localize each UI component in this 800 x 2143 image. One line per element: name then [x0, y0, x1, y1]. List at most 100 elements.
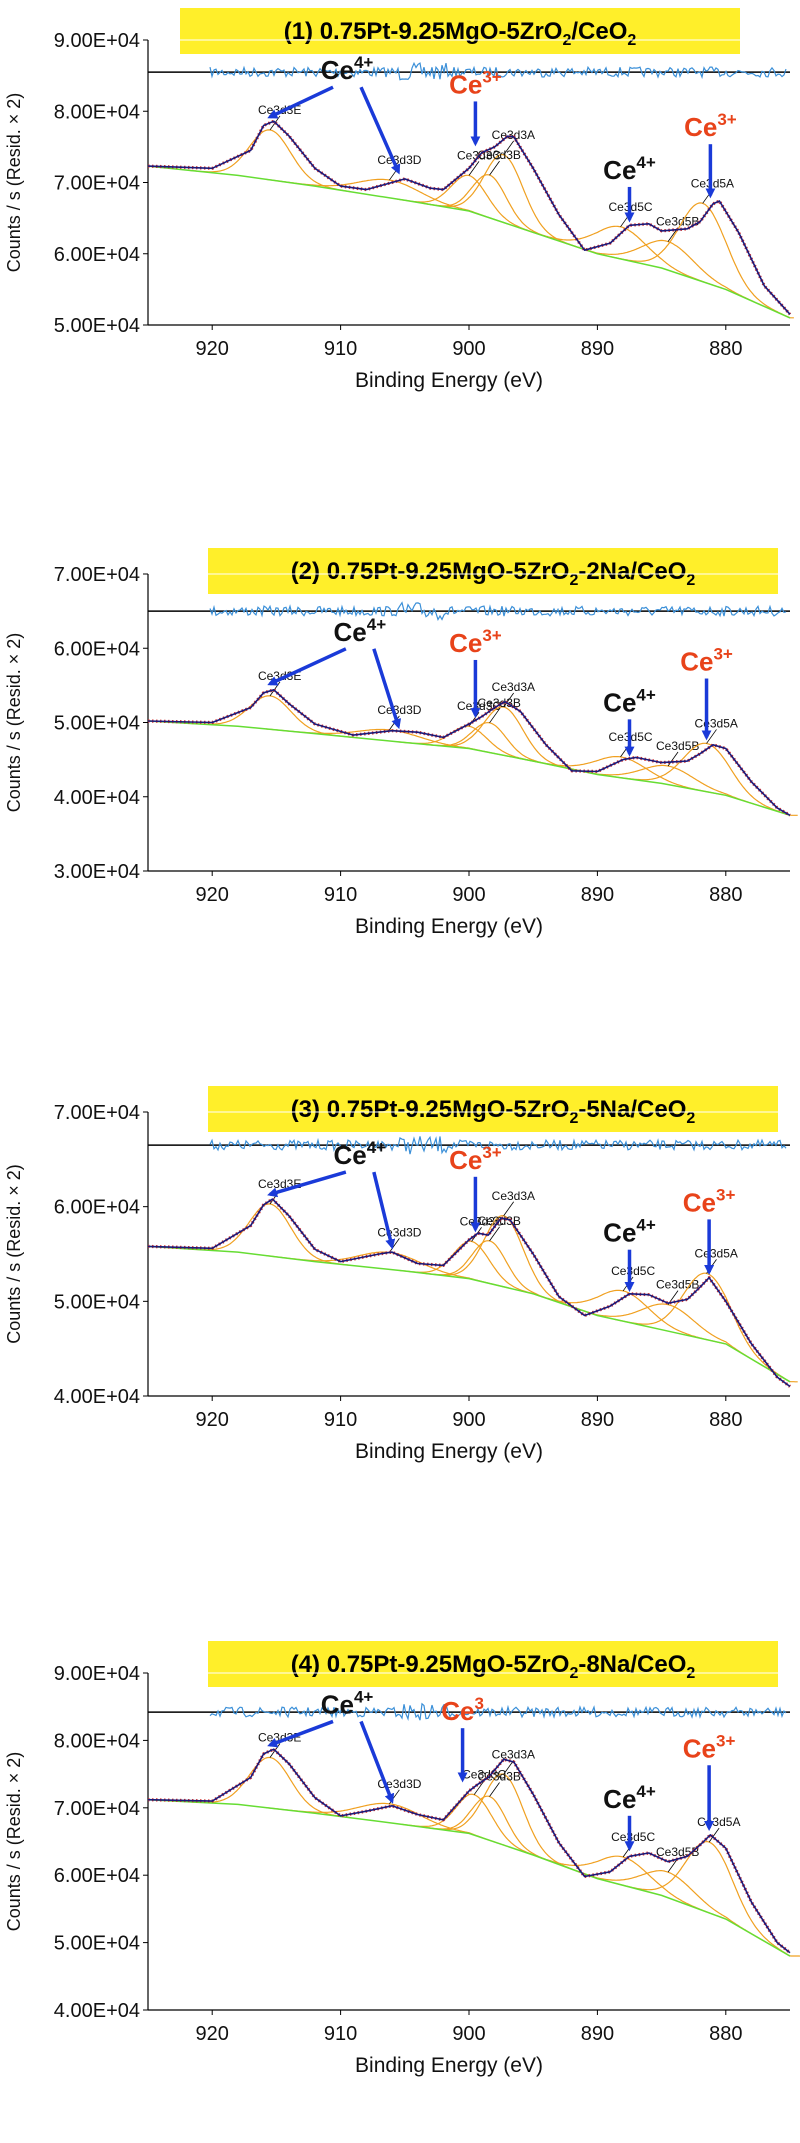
- component-leader: [503, 1201, 514, 1217]
- component-label: Ce3d3D: [377, 703, 421, 717]
- component-label: Ce3d5A: [695, 716, 738, 730]
- oxidation-state-label: Ce3+: [683, 1731, 736, 1763]
- component-label: Ce3d5A: [695, 1246, 738, 1260]
- component-label: Ce3d3B: [478, 148, 521, 162]
- annotation-arrow: [359, 86, 401, 175]
- component-label: Ce3d3E: [258, 1177, 301, 1191]
- component-peak: [187, 695, 351, 738]
- component-peak: [187, 129, 351, 193]
- x-axis-label: Binding Energy (eV): [355, 369, 543, 392]
- x-tick-label: 890: [581, 338, 614, 360]
- component-leader: [706, 729, 717, 744]
- component-leader: [489, 1782, 500, 1797]
- component-leader: [708, 1827, 720, 1843]
- component-label: Ce3d3B: [478, 1770, 521, 1784]
- x-tick-label: 900: [452, 884, 485, 906]
- component-peak: [399, 1240, 543, 1298]
- y-tick-label: 8.00E+04: [54, 1730, 140, 1752]
- x-tick-label: 900: [452, 338, 485, 360]
- x-tick-label: 920: [196, 338, 229, 360]
- panel-title-box: [208, 1086, 778, 1132]
- panel-title-box: [208, 1641, 778, 1687]
- component-leader: [503, 1760, 514, 1775]
- x-tick-label: 880: [709, 884, 742, 906]
- y-tick-label: 4.00E+04: [54, 1386, 140, 1408]
- oxidation-state-label: Ce3+: [449, 1143, 502, 1175]
- x-tick-label: 890: [581, 2023, 614, 2045]
- oxidation-state-label: Ce4+: [334, 1138, 387, 1170]
- background-series: [147, 1798, 791, 1957]
- component-label: Ce3d3C: [457, 699, 501, 713]
- envelope-series: [147, 120, 791, 315]
- x-tick-label: 880: [709, 1409, 742, 1431]
- annotation-arrow: [267, 647, 347, 686]
- y-axis-label: Counts / s (Resid. × 2): [4, 1164, 24, 1344]
- component-peak: [422, 1795, 556, 1864]
- y-tick-label: 7.00E+04: [54, 1102, 140, 1124]
- component-leader: [489, 160, 500, 176]
- annotation-arrow: [359, 1720, 395, 1804]
- y-tick-label: 6.00E+04: [54, 1197, 140, 1219]
- oxidation-state-label: Ce4+: [334, 615, 387, 647]
- component-peak: [422, 722, 556, 767]
- component-peak: [614, 742, 798, 816]
- y-tick-label: 8.00E+04: [54, 101, 140, 123]
- panel-title-box: [180, 8, 740, 54]
- x-tick-label: 910: [324, 338, 357, 360]
- y-tick-label: 7.00E+04: [54, 173, 140, 195]
- component-label: Ce3d3A: [492, 128, 535, 142]
- component-peak: [422, 1240, 556, 1302]
- residual-series: [209, 61, 787, 81]
- component-peak: [565, 1303, 770, 1371]
- envelope-series: [147, 689, 791, 816]
- xps-panel-3: (3) 0.75Pt-9.25MgO-5ZrO2-5Na/CeO2 7.00E+0…: [4, 1086, 798, 1463]
- component-label: Ce3d5A: [691, 176, 734, 190]
- component-peak: [610, 202, 794, 319]
- annotation-arrow: [372, 1171, 396, 1250]
- y-tick-label: 6.00E+04: [54, 244, 140, 266]
- background-series: [147, 1245, 791, 1383]
- component-peak: [520, 1289, 725, 1345]
- oxidation-state-label: Ce3+: [683, 1185, 736, 1217]
- x-tick-label: 920: [196, 1409, 229, 1431]
- component-label: Ce3d3B: [478, 696, 521, 710]
- component-label: Ce3d3A: [492, 1747, 535, 1761]
- annotation-arrow: [372, 648, 402, 730]
- oxidation-state-label: Ce4+: [321, 1687, 374, 1719]
- oxidation-state-label: Ce3+: [684, 110, 737, 142]
- component-peak: [402, 1793, 546, 1860]
- component-leader: [667, 751, 679, 767]
- y-tick-label: 6.00E+04: [54, 638, 140, 660]
- y-tick-label: 6.00E+04: [54, 1865, 140, 1887]
- component-label: Ce3d5C: [611, 1264, 655, 1278]
- x-tick-label: 910: [324, 1409, 357, 1431]
- component-label: Ce3d3A: [492, 680, 535, 694]
- component-peak: [426, 154, 580, 249]
- component-peak: [397, 174, 540, 236]
- y-tick-label: 5.00E+04: [54, 1291, 140, 1313]
- panel-title: (1) 0.75Pt-9.25MgO-5ZrO2/CeO2: [284, 18, 637, 49]
- y-tick-label: 5.00E+04: [54, 1933, 140, 1955]
- panel-title-box: [208, 548, 778, 594]
- x-tick-label: 910: [324, 884, 357, 906]
- residual-series: [209, 601, 787, 621]
- panel-title: (2) 0.75Pt-9.25MgO-5ZrO2-2Na/CeO2: [291, 558, 696, 589]
- residual-series: [209, 1702, 787, 1721]
- component-peak: [266, 178, 512, 226]
- component-peak: [266, 1802, 512, 1849]
- xps-panel-2: (2) 0.75Pt-9.25MgO-5ZrO2-2Na/CeO2 7.00E+0…: [4, 548, 798, 938]
- component-peak: [426, 1773, 580, 1873]
- xps-panel-4: (4) 0.75Pt-9.25MgO-5ZrO2-8Na/CeO2 9.00E+0…: [4, 1641, 800, 2077]
- component-peak: [616, 1840, 800, 1957]
- component-peak: [565, 239, 770, 310]
- oxidation-state-label: Ce3+: [680, 645, 733, 677]
- component-label: Ce3d5B: [656, 215, 699, 229]
- x-tick-label: 920: [196, 2023, 229, 2045]
- background-series: [147, 165, 791, 319]
- annotation-arrow: [267, 1170, 347, 1198]
- component-peak: [422, 174, 556, 241]
- x-tick-label: 890: [581, 884, 614, 906]
- y-axis-label: Counts / s (Resid. × 2): [4, 1752, 24, 1932]
